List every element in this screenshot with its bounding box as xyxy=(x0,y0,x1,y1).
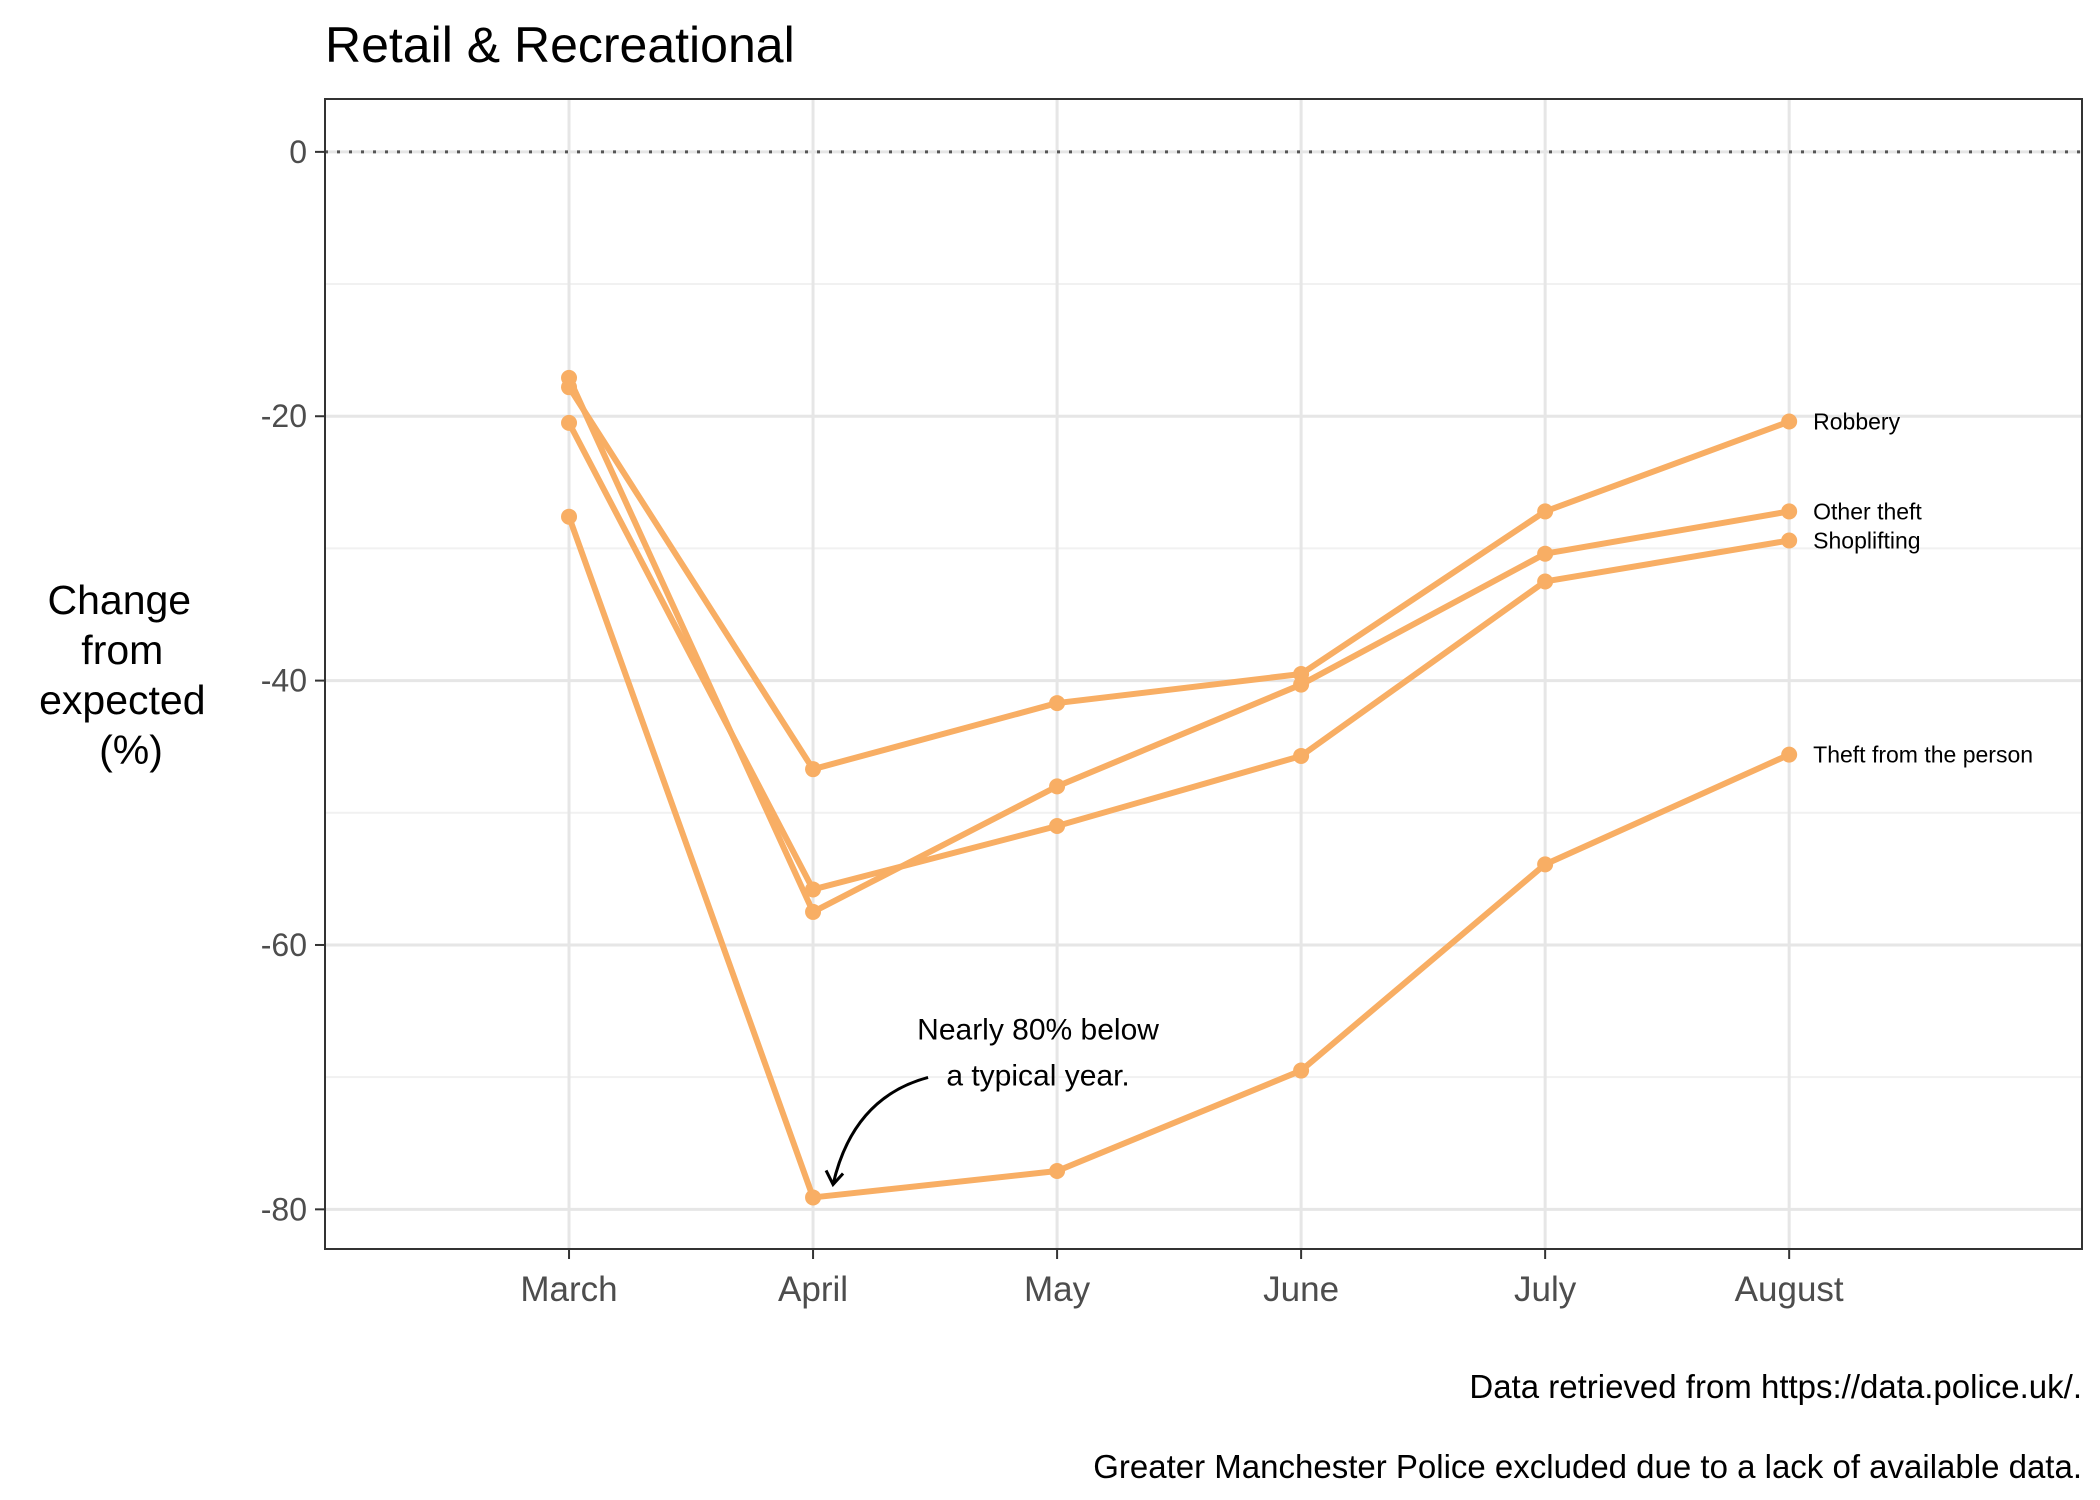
series-label: Robbery xyxy=(1813,409,1900,435)
series-line xyxy=(566,384,1793,773)
y-tick-label: -80 xyxy=(261,1191,307,1227)
gridlines xyxy=(325,99,2082,1249)
annotation-text: a typical year. xyxy=(946,1059,1129,1092)
y-axis-label: Change from expected (%) xyxy=(39,577,217,773)
series-point xyxy=(1781,503,1798,520)
series-point xyxy=(805,1189,822,1206)
series-point xyxy=(1781,413,1798,430)
y-axis-label-line-1: Change xyxy=(47,577,191,623)
series-point xyxy=(561,414,578,431)
series-line xyxy=(566,419,1793,893)
series-point xyxy=(1781,746,1798,763)
x-tick-label: August xyxy=(1735,1270,1844,1309)
series-point xyxy=(561,508,578,525)
series-point xyxy=(1537,856,1554,873)
series-point xyxy=(1293,1062,1310,1079)
x-tick-label: April xyxy=(778,1270,848,1309)
series-point xyxy=(805,761,822,778)
x-tick-label: May xyxy=(1024,1270,1091,1309)
annotation: Nearly 80% below a typical year. xyxy=(824,1013,1159,1188)
series-point xyxy=(805,903,822,920)
y-axis-label-line-4: (%) xyxy=(99,727,163,773)
series-label: Other theft xyxy=(1813,498,1922,524)
series-point xyxy=(805,881,822,898)
series-label: Theft from the person xyxy=(1813,742,2033,768)
caption-note: Greater Manchester Police excluded due t… xyxy=(1093,1448,2082,1485)
series-point xyxy=(561,369,578,386)
series-point xyxy=(1049,1163,1066,1180)
y-axis-label-line-2: from xyxy=(81,627,163,673)
x-tick-label: July xyxy=(1514,1270,1577,1309)
series-point xyxy=(1049,778,1066,795)
series-point xyxy=(1049,695,1066,712)
series-point xyxy=(1049,818,1066,835)
series-point xyxy=(1537,573,1554,590)
x-tick-label: March xyxy=(520,1270,617,1309)
y-axis-label-line-3: expected xyxy=(39,677,205,723)
y-tick-label: -60 xyxy=(261,927,307,963)
series-label: Shoplifting xyxy=(1813,527,1920,553)
x-tick-label: June xyxy=(1263,1270,1339,1309)
plot-border xyxy=(324,98,2083,1250)
y-tick-label: -20 xyxy=(261,398,307,434)
caption-source: Data retrieved from https://data.police.… xyxy=(1469,1368,2082,1405)
axes: 0 -20 -40 -60 -80 March April May June July August xyxy=(261,98,2083,1309)
annotation-text: Nearly 80% below xyxy=(917,1013,1159,1046)
series-point xyxy=(1537,503,1554,520)
annotation-arrowhead xyxy=(824,1169,845,1188)
series-labels: Robbery Other theft Shoplifting Theft from … xyxy=(1813,409,2033,768)
series-point xyxy=(1537,545,1554,562)
y-tick-label: 0 xyxy=(289,134,307,170)
chart-title: Retail & Recreational xyxy=(325,17,795,73)
series-line xyxy=(566,513,1793,1201)
series-group xyxy=(561,369,1798,1206)
series-point xyxy=(1781,532,1798,549)
series-line xyxy=(566,374,1793,915)
annotation-arrow xyxy=(831,1076,929,1185)
y-tick-label: -40 xyxy=(261,663,307,699)
series-point xyxy=(1293,676,1310,693)
series-point xyxy=(1293,747,1310,764)
